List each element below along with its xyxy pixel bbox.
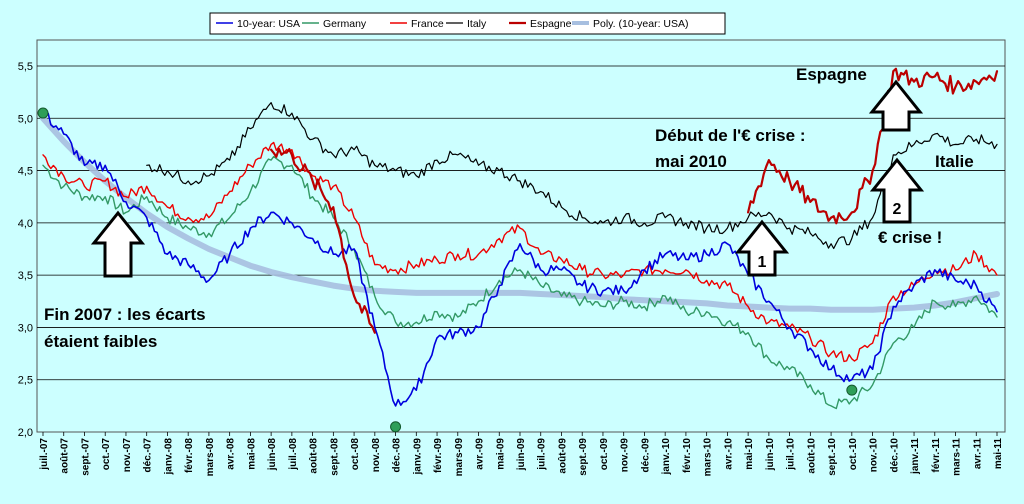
x-tick-label: oct.-09 <box>599 438 610 471</box>
series-line <box>146 102 998 250</box>
x-tick-label: janv.-08 <box>163 438 174 476</box>
series-line <box>40 115 1000 313</box>
x-tick-label: janv.-11 <box>910 438 921 475</box>
legend-label: Poly. (10-year: USA) <box>593 18 689 30</box>
x-tick-label: mars-09 <box>454 438 465 477</box>
x-tick-label: févr.-11 <box>931 438 942 473</box>
x-tick-label: sept.-07 <box>80 438 91 476</box>
x-tick-label: nov.-08 <box>371 438 382 473</box>
x-tick-label: janv.-10 <box>661 438 672 476</box>
annotation-text: Italie <box>935 152 974 171</box>
annotation-text: Début de l'€ crise : <box>655 126 805 145</box>
y-tick-label: 2,0 <box>18 427 33 439</box>
x-tick-label: nov.-07 <box>122 438 133 473</box>
x-tick-label: févr.-10 <box>682 438 693 473</box>
legend-box <box>209 12 726 35</box>
x-tick-label: oct.-10 <box>848 438 859 471</box>
annotation-text: Fin 2007 : les écarts <box>44 305 206 324</box>
x-tick-label: juil.-08 <box>288 438 299 471</box>
annotation-text: € crise ! <box>878 228 942 247</box>
x-tick-label: mai-09 <box>495 438 506 470</box>
annotation-text: mai 2010 <box>655 152 727 171</box>
x-tick-label: avr.-10 <box>723 438 734 470</box>
x-tick-label: août-10 <box>806 438 817 474</box>
highlight-marker <box>846 384 858 396</box>
x-tick-label: févr.-09 <box>433 438 444 473</box>
series-line <box>747 67 999 225</box>
x-tick-label: sept.-10 <box>827 438 838 476</box>
annotation-arrow <box>869 157 925 224</box>
y-tick-label: 3,0 <box>18 322 33 334</box>
annotation-arrow <box>734 219 790 277</box>
x-tick-label: août-07 <box>60 438 71 474</box>
x-tick-label: avr.-09 <box>475 438 486 470</box>
legend-label: France <box>411 18 444 30</box>
series-line <box>42 112 998 407</box>
x-tick-label: août-08 <box>309 438 320 474</box>
x-tick-label: nov.-09 <box>620 438 631 473</box>
x-tick-label: juil.-07 <box>39 438 50 471</box>
x-tick-label: sept.-08 <box>329 438 340 476</box>
annotation-text: étaient faibles <box>44 332 157 351</box>
x-tick-label: déc.-07 <box>143 438 154 473</box>
x-tick-label: mai-11 <box>993 438 1004 470</box>
y-tick-label: 2,5 <box>18 375 33 387</box>
x-tick-label: mai-10 <box>744 438 755 470</box>
series-line <box>42 155 998 410</box>
highlight-marker <box>37 107 49 119</box>
arrow-label: 2 <box>893 201 902 218</box>
legend-label: Germany <box>323 18 367 30</box>
y-tick-label: 4,0 <box>18 218 33 230</box>
x-tick-label: mars-11 <box>952 438 963 476</box>
x-tick-label: mars-08 <box>205 438 216 477</box>
plot-area <box>36 39 1006 433</box>
x-tick-label: févr.-08 <box>184 438 195 473</box>
x-tick-label: juil.-09 <box>537 438 548 471</box>
x-tick-label: juil.-10 <box>786 438 797 471</box>
annotation-arrow <box>868 79 924 132</box>
legend-label: Espagne <box>530 18 572 30</box>
y-tick-label: 5,0 <box>18 113 33 125</box>
x-tick-label: déc.-10 <box>889 438 900 473</box>
x-tick-label: juin-08 <box>267 438 278 472</box>
y-tick-label: 3,5 <box>18 270 33 282</box>
x-tick-label: sept.-09 <box>578 438 589 476</box>
series-line <box>270 147 376 334</box>
annotation-text: Espagne <box>796 65 867 84</box>
x-tick-label: mars-10 <box>703 438 714 477</box>
x-tick-label: avr.-11 <box>972 438 983 470</box>
x-tick-label: juin-10 <box>765 438 776 472</box>
x-tick-label: avr.-08 <box>226 438 237 470</box>
x-tick-label: nov.-10 <box>869 438 880 473</box>
x-tick-label: août-09 <box>557 438 568 474</box>
y-tick-label: 4,5 <box>18 166 33 178</box>
x-tick-label: déc.-09 <box>640 438 651 473</box>
x-tick-label: oct.-08 <box>350 438 361 471</box>
highlight-marker <box>390 421 402 433</box>
x-tick-label: juin-09 <box>516 438 527 472</box>
arrow-label: 1 <box>758 254 767 271</box>
x-tick-label: janv.-09 <box>412 438 423 476</box>
annotation-arrow <box>90 210 146 278</box>
x-tick-label: mai-08 <box>246 438 257 470</box>
y-tick-label: 5,5 <box>18 61 33 73</box>
legend-label: 10-year: USA <box>237 18 300 30</box>
x-tick-label: déc.-08 <box>392 438 403 473</box>
x-tick-label: oct.-07 <box>101 438 112 471</box>
legend-label: Italy <box>467 18 487 30</box>
series-line <box>42 141 998 363</box>
